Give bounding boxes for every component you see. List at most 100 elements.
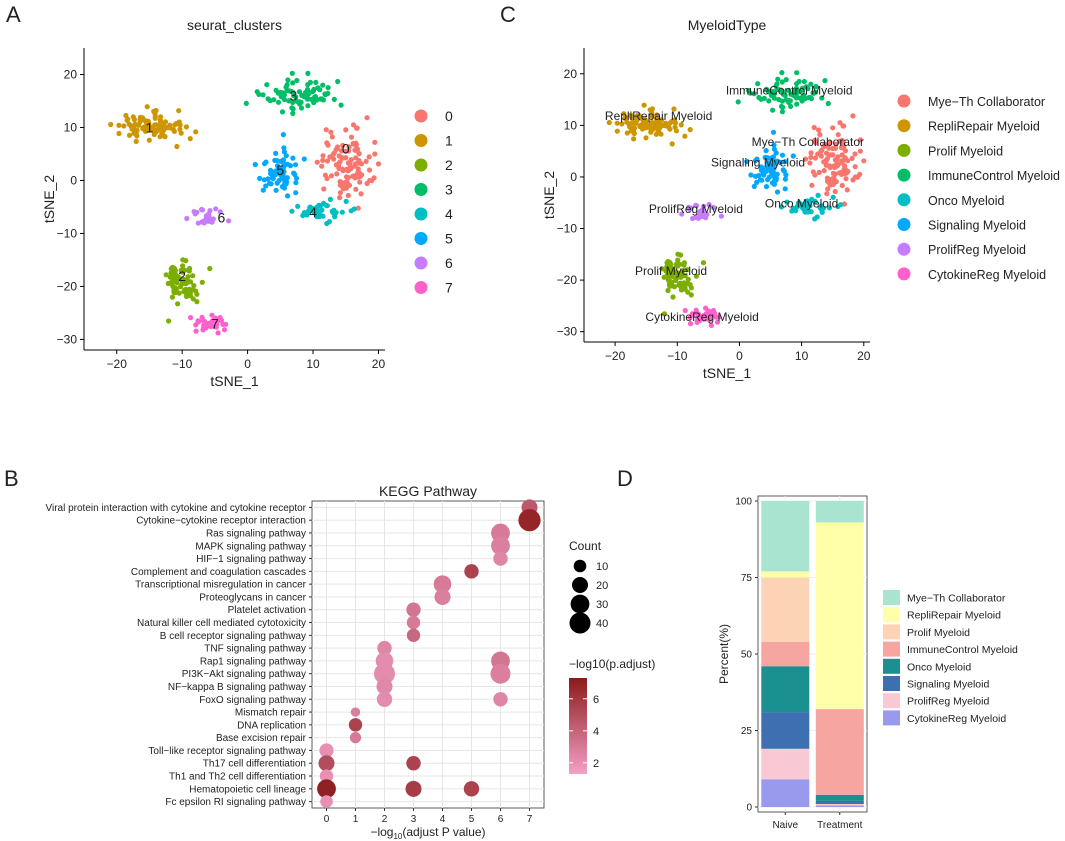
pathway-label: B cell receptor signaling pathway: [160, 631, 306, 642]
legend-label: CytokineReg Myeloid: [907, 713, 1006, 725]
scatter-point: [226, 218, 232, 224]
scatter-point: [267, 180, 273, 186]
x-tick-label: −10: [172, 357, 193, 371]
scatter-point: [314, 204, 320, 210]
scatter-point: [678, 252, 684, 258]
scatter-point: [771, 142, 777, 148]
scatter-point: [350, 122, 357, 128]
scatter-point: [269, 169, 275, 175]
legend-swatch: [414, 109, 428, 123]
scatter-point: [183, 124, 189, 130]
scatter-point: [353, 155, 359, 161]
scatter-point: [174, 143, 180, 150]
scatter-point: [345, 160, 351, 166]
scatter-point: [837, 120, 843, 126]
x-tick-label: 5: [469, 814, 475, 825]
scatter-point: [367, 177, 373, 184]
scatter-point: [763, 148, 769, 154]
bar-segment: [761, 501, 810, 572]
scatter-point: [257, 175, 263, 181]
scatter-point: [832, 171, 838, 177]
scatter-point: [307, 79, 313, 85]
scatter-point: [857, 148, 863, 154]
scatter-point: [314, 159, 320, 165]
scatter-point: [162, 134, 168, 140]
scatter-point: [793, 208, 799, 214]
scatter-point: [714, 319, 721, 325]
dot-point: [350, 707, 361, 717]
scatter-point: [218, 317, 225, 324]
legend-label: Prolif Myeloid: [928, 144, 1003, 158]
scatter-point: [337, 159, 343, 165]
scatter-point: [835, 132, 841, 138]
dot-point: [406, 756, 421, 771]
cluster-label: ProlifReg Myeloid: [649, 202, 743, 216]
pathway-label: Natural killer cell mediated cytotoxicit…: [137, 618, 306, 629]
scatter-point: [294, 77, 300, 84]
pathway-label: HIF−1 signaling pathway: [196, 554, 306, 565]
cluster-label: 7: [211, 316, 219, 332]
pathway-label: Fc epsilon RI signaling pathway: [165, 797, 306, 808]
scatter-point: [744, 158, 750, 164]
scatter-point: [351, 206, 357, 212]
scatter-point: [832, 188, 838, 195]
scatter-point: [681, 260, 688, 266]
bar-segment: [815, 794, 864, 801]
scatter-point: [771, 171, 777, 177]
panel-letter-c: C: [500, 2, 516, 27]
scatter-point: [311, 86, 317, 92]
scatter-point: [156, 126, 162, 132]
scatter-point: [765, 177, 771, 183]
scatter-point: [815, 192, 821, 198]
cluster-label: Signaling Myeloid: [711, 155, 805, 169]
scatter-point: [172, 122, 178, 128]
scatter-point: [667, 126, 673, 132]
pathway-label: TNF signaling pathway: [204, 644, 306, 655]
legend-label: ProlifReg Myeloid: [907, 696, 989, 708]
scatter-point: [214, 318, 220, 324]
y-tick-label: 0: [70, 173, 77, 187]
scatter-point: [199, 279, 205, 285]
scatter-point: [782, 92, 788, 99]
dot-point: [493, 692, 508, 707]
size-legend-dot: [570, 594, 590, 614]
scatter-point: [281, 175, 287, 181]
scatter-point: [290, 99, 296, 106]
dot-point: [348, 718, 363, 732]
scatter-point: [158, 114, 164, 120]
scatter-point: [825, 100, 831, 107]
scatter-point: [371, 175, 377, 181]
scatter-point: [710, 204, 717, 210]
scatter-point: [650, 120, 656, 126]
scatter-point: [796, 78, 802, 85]
x-axis-label-suffix: (adjust P value): [402, 825, 485, 839]
scatter-point: [153, 122, 159, 128]
scatter-point: [302, 89, 309, 96]
scatter-point: [293, 190, 299, 196]
scatter-point: [290, 106, 296, 112]
legend-label: CytokineReg Myeloid: [928, 268, 1046, 282]
scatter-point: [780, 104, 786, 110]
scatter-point: [187, 136, 193, 142]
scatter-point: [157, 134, 163, 140]
legend-swatch: [883, 693, 900, 709]
scatter-point: [794, 101, 800, 107]
legend-label: 2: [445, 157, 453, 173]
scatter-point: [665, 265, 671, 271]
scatter-point: [146, 137, 152, 143]
scatter-point: [285, 77, 291, 83]
scatter-point: [194, 299, 200, 305]
scatter-point: [648, 126, 654, 132]
legend-swatch: [883, 710, 900, 726]
scatter-point: [857, 137, 863, 143]
legend-swatch: [414, 232, 428, 245]
dot-point: [349, 732, 362, 744]
bar-segment: [815, 800, 864, 804]
scatter-point: [280, 132, 286, 138]
scatter-point: [207, 320, 213, 326]
pathway-label: Toll−like receptor signaling pathway: [148, 746, 306, 757]
scatter-point: [784, 199, 790, 205]
scatter-point: [375, 161, 382, 167]
scatter-point: [317, 87, 323, 93]
